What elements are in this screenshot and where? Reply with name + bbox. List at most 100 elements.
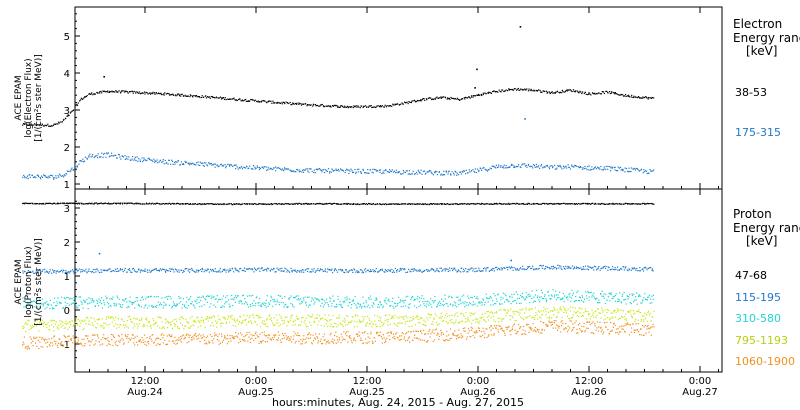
data-point xyxy=(238,271,240,273)
data-point xyxy=(69,271,71,273)
electron-ytick-label: 1 xyxy=(64,180,70,191)
data-point xyxy=(189,162,191,164)
data-point xyxy=(239,98,241,100)
data-point xyxy=(628,203,630,205)
data-point xyxy=(182,298,184,300)
data-point xyxy=(107,91,109,93)
data-point xyxy=(82,98,84,100)
data-point xyxy=(453,203,455,205)
data-point xyxy=(650,320,652,322)
data-point xyxy=(637,169,639,171)
data-point xyxy=(606,309,608,311)
data-point xyxy=(451,314,453,316)
data-point xyxy=(444,270,446,272)
data-point xyxy=(365,203,368,205)
data-point xyxy=(411,297,413,299)
data-point xyxy=(200,296,202,299)
data-point xyxy=(238,166,240,169)
data-point xyxy=(403,302,405,304)
data-point xyxy=(298,202,300,204)
data-point xyxy=(314,271,316,273)
data-point xyxy=(320,318,322,321)
data-point xyxy=(305,317,307,319)
data-point xyxy=(191,301,193,303)
data-point xyxy=(180,203,182,205)
data-point xyxy=(348,321,350,323)
data-point xyxy=(376,299,378,301)
data-point xyxy=(352,316,354,318)
data-point xyxy=(104,202,106,204)
data-point xyxy=(58,324,60,327)
data-point xyxy=(434,170,437,172)
data-point xyxy=(116,324,119,326)
data-point xyxy=(133,342,135,344)
data-point xyxy=(604,203,606,205)
data-point xyxy=(460,313,462,315)
data-point xyxy=(173,303,175,305)
data-point xyxy=(66,271,68,273)
data-point xyxy=(582,91,584,93)
data-point xyxy=(299,170,301,172)
data-point xyxy=(225,321,227,323)
data-point xyxy=(271,320,273,322)
data-point xyxy=(58,328,60,330)
data-point xyxy=(281,267,283,269)
data-point xyxy=(67,115,69,117)
data-point xyxy=(453,301,455,303)
data-point xyxy=(276,102,278,104)
data-point xyxy=(628,95,630,97)
data-point xyxy=(281,319,283,321)
data-point xyxy=(497,267,500,269)
data-point xyxy=(633,267,635,269)
data-point xyxy=(607,316,609,319)
data-point xyxy=(134,156,136,158)
data-point xyxy=(318,168,320,170)
data-point xyxy=(471,297,473,299)
data-point xyxy=(69,298,71,300)
data-point xyxy=(280,316,282,318)
data-point xyxy=(34,124,36,126)
data-point xyxy=(211,295,213,297)
data-point xyxy=(183,203,185,205)
data-point xyxy=(22,176,24,178)
data-point xyxy=(164,203,167,205)
data-point xyxy=(622,293,624,296)
data-point xyxy=(168,340,170,342)
data-point xyxy=(403,203,405,205)
data-point xyxy=(422,301,424,303)
data-point xyxy=(26,177,28,179)
data-point xyxy=(565,310,567,312)
data-point xyxy=(129,339,132,341)
data-point xyxy=(367,315,369,317)
data-point xyxy=(509,295,511,297)
data-point xyxy=(112,203,114,205)
data-point xyxy=(449,203,451,205)
data-point xyxy=(121,203,124,205)
data-point xyxy=(455,302,457,304)
data-point xyxy=(546,299,548,301)
data-point xyxy=(401,316,403,318)
data-point xyxy=(424,170,426,172)
data-point xyxy=(536,90,539,92)
data-point xyxy=(152,91,154,93)
data-point xyxy=(524,165,526,167)
data-point xyxy=(485,92,487,95)
data-point xyxy=(196,96,198,98)
data-point xyxy=(174,325,176,327)
data-point xyxy=(417,316,419,318)
data-point xyxy=(224,164,226,166)
data-point xyxy=(413,173,416,175)
data-point xyxy=(44,174,46,177)
data-point xyxy=(450,96,452,99)
data-point xyxy=(524,203,526,205)
data-point xyxy=(473,314,475,316)
data-point xyxy=(226,295,228,297)
data-point xyxy=(260,316,262,318)
data-point xyxy=(454,313,456,315)
data-point xyxy=(518,89,520,91)
data-point xyxy=(60,302,62,305)
data-point xyxy=(528,88,530,90)
data-point xyxy=(417,269,419,271)
data-point xyxy=(393,307,395,309)
data-point xyxy=(323,270,325,272)
